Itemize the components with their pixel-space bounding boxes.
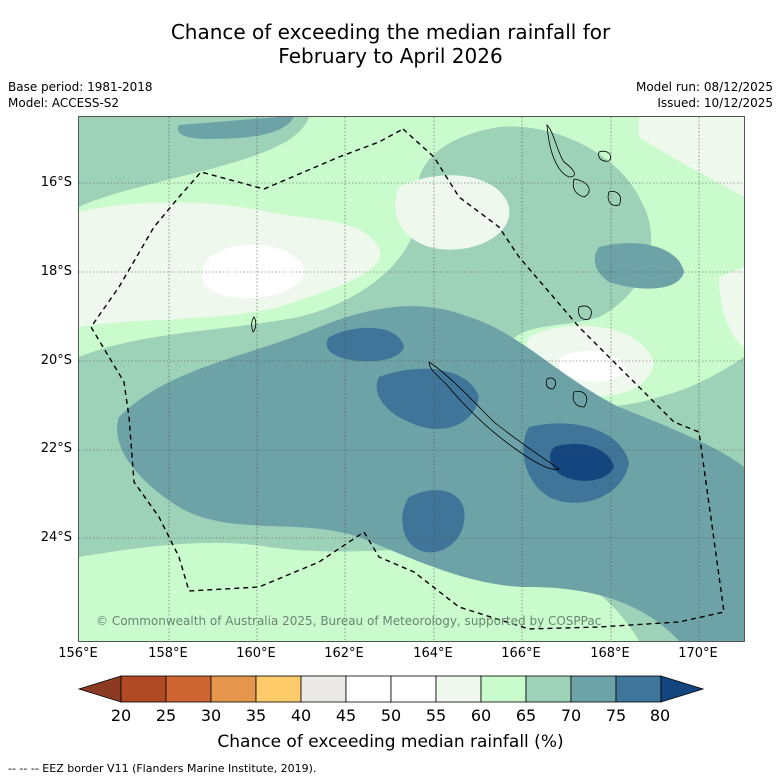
colorbar-segment-50	[390, 675, 437, 703]
chesterfield-coast	[251, 316, 257, 333]
colorbar-tick-80: 80	[649, 706, 671, 725]
lon-label-156e: 156°E	[58, 646, 98, 661]
band-55-60-east	[719, 267, 744, 347]
eez-border	[90, 128, 725, 630]
lat-label-24s: 24°S	[40, 530, 72, 545]
lon-label-166e: 166°E	[501, 646, 541, 661]
map-canvas	[79, 117, 744, 641]
chart-title-line-1: Chance of exceeding the median rainfall …	[170, 20, 611, 44]
colorbar-label: Chance of exceeding median rainfall (%)	[217, 732, 564, 752]
lon-label-164e: 164°E	[413, 646, 453, 661]
colorbar-tick-60: 60	[470, 706, 492, 725]
colorbar-tick-70: 70	[560, 706, 582, 725]
colorbar-segment-20	[120, 675, 167, 703]
colorbar	[77, 675, 705, 703]
band-55-60-north-central	[395, 175, 510, 250]
lon-label-168e: 168°E	[590, 646, 630, 661]
band-80-plus-core	[549, 443, 614, 481]
chart-title-line-2: February to April 2026	[278, 44, 503, 68]
eez-legend: -- -- -- EEZ border V11 (Flanders Marine…	[8, 762, 317, 775]
lat-label-16s: 16°S	[40, 175, 72, 190]
band-55-60-northeast	[639, 117, 744, 197]
colorbar-segment-30	[210, 675, 257, 703]
colorbar-segment-55	[435, 675, 482, 703]
efate-coast	[607, 190, 622, 206]
colorbar-segment-40	[300, 675, 347, 703]
colorbar-tick-50: 50	[380, 706, 402, 725]
ambae-coast	[598, 150, 612, 162]
coastlines	[251, 123, 622, 470]
colorbar-tick-65: 65	[515, 706, 537, 725]
colorbar-tick-45: 45	[335, 706, 357, 725]
lon-label-158e: 158°E	[148, 646, 188, 661]
colorbar-tick-55: 55	[425, 706, 447, 725]
colorbar-arrow-low	[77, 675, 122, 703]
colorbar-segments	[77, 675, 705, 703]
colorbar-tick-20: 20	[110, 706, 132, 725]
band-75-80-north	[326, 327, 404, 362]
lifou-coast	[545, 377, 556, 390]
lon-label-162e: 162°E	[324, 646, 364, 661]
colorbar-arrow-high	[660, 675, 705, 703]
new-caledonia-coast	[428, 361, 560, 470]
colorbar-tick-25: 25	[155, 706, 177, 725]
lon-label-170e: 170°E	[678, 646, 718, 661]
graticule	[79, 117, 744, 641]
band-50-55-east-central	[559, 351, 627, 382]
forecast-map	[78, 116, 745, 642]
colorbar-tick-40: 40	[290, 706, 312, 725]
lat-label-20s: 20°S	[40, 353, 72, 368]
colorbar-segment-75	[615, 675, 662, 703]
lat-label-22s: 22°S	[40, 441, 72, 456]
band-70-75-core	[117, 306, 744, 641]
base-period: Base period: 1981-2018	[8, 80, 153, 94]
colorbar-segment-60	[480, 675, 527, 703]
band-75-80-south	[402, 490, 465, 553]
colorbar-segment-25	[165, 675, 212, 703]
model-name: Model: ACCESS-S2	[8, 96, 120, 110]
band-75-80-central	[376, 368, 479, 429]
colorbar-tick-30: 30	[200, 706, 222, 725]
lat-label-18s: 18°S	[40, 264, 72, 279]
copyright-watermark: © Commonwealth of Australia 2025, Bureau…	[96, 614, 602, 628]
model-run: Model run: 08/12/2025	[635, 80, 773, 94]
colorbar-segment-45	[345, 675, 392, 703]
colorbar-segment-35	[255, 675, 302, 703]
band-50-55-west	[201, 244, 305, 299]
band-65-70-top-left	[79, 117, 309, 207]
lon-label-160e: 160°E	[236, 646, 276, 661]
band-70-75-northeast	[594, 243, 684, 289]
colorbar-tick-75: 75	[605, 706, 627, 725]
tanna-coast	[578, 305, 592, 320]
issued-date: Issued: 10/12/2025	[657, 96, 773, 110]
colorbar-tick-35: 35	[245, 706, 267, 725]
malakula-coast	[572, 178, 590, 198]
band-70-75-top-left	[177, 117, 294, 139]
mare-coast	[572, 390, 588, 408]
colorbar-segment-65	[525, 675, 572, 703]
espiritu-santo-coast	[546, 123, 575, 178]
colorbar-segment-70	[570, 675, 617, 703]
